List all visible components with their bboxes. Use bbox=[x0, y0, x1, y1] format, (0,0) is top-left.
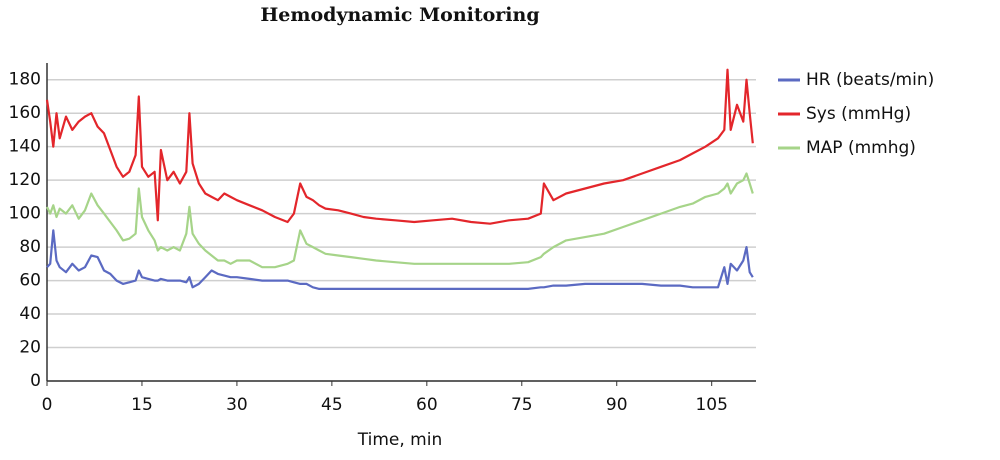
y-tick-label: 160 bbox=[9, 103, 41, 123]
series-line bbox=[45, 68, 754, 225]
y-tick-label: 140 bbox=[9, 137, 41, 157]
y-tick-label: 100 bbox=[9, 204, 41, 224]
series-line bbox=[46, 172, 754, 269]
legend-label: Sys (mmHg) bbox=[806, 104, 911, 124]
chart-title: Hemodynamic Monitoring bbox=[260, 4, 539, 26]
series-line bbox=[46, 229, 754, 290]
y-tick-label: 80 bbox=[19, 237, 41, 257]
y-tick-label: 20 bbox=[19, 338, 41, 358]
legend-label: MAP (mmhg) bbox=[806, 138, 916, 158]
legend-label: HR (beats/min) bbox=[806, 70, 934, 90]
x-tick-label: 15 bbox=[131, 395, 153, 415]
x-tick-label: 0 bbox=[42, 395, 53, 415]
x-axis-title: Time, min bbox=[357, 430, 442, 450]
y-tick-label: 0 bbox=[30, 371, 41, 391]
x-tick-label: 90 bbox=[606, 395, 628, 415]
y-tick-label: 180 bbox=[9, 70, 41, 90]
y-tick-label: 120 bbox=[9, 170, 41, 190]
y-tick-label: 40 bbox=[19, 304, 41, 324]
x-tick-label: 45 bbox=[321, 395, 343, 415]
x-tick-label: 105 bbox=[695, 395, 727, 415]
x-tick-label: 60 bbox=[416, 395, 438, 415]
x-tick-label: 75 bbox=[511, 395, 533, 415]
y-tick-label: 60 bbox=[19, 271, 41, 291]
x-tick-label: 30 bbox=[226, 395, 248, 415]
